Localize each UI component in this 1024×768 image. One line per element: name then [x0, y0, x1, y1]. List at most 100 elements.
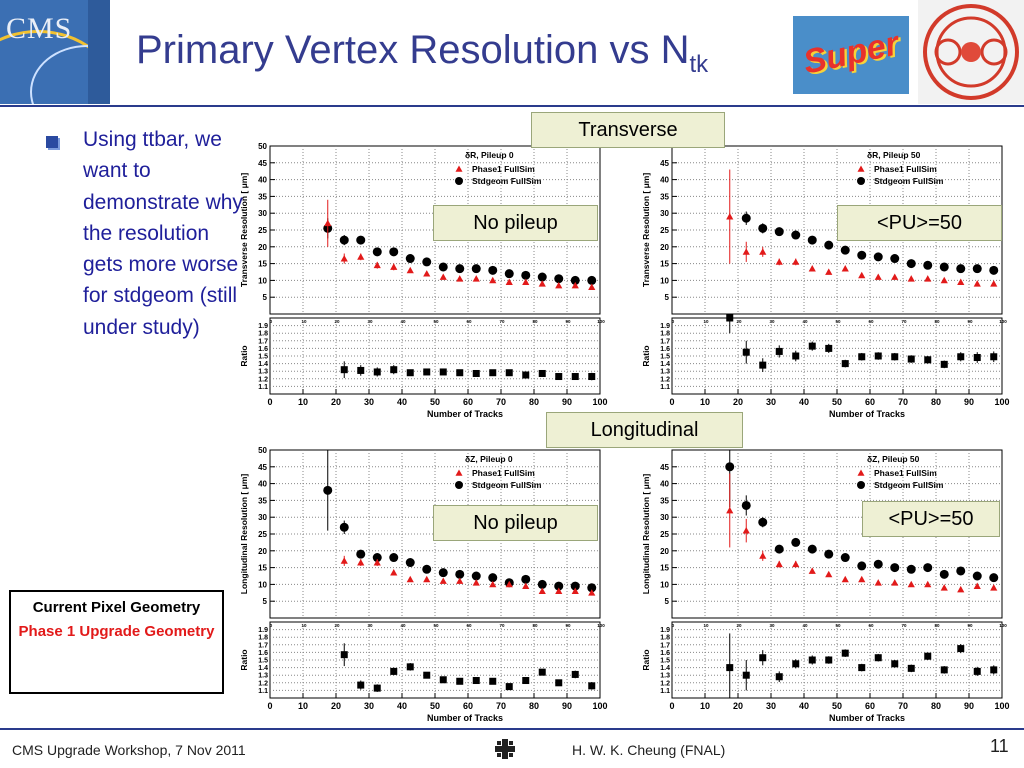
- panel-label-no-pileup: No pileup: [433, 505, 598, 541]
- longitudinal-pileup0-chart: 0 0 10 10 20 20 30 30 40 40 50 50 60 60 70 70 80 80 90 90 10…: [239, 446, 608, 723]
- legend-marker-stdgeom: [857, 177, 865, 185]
- stdgeom-point: [774, 544, 784, 554]
- ratio-tick-label: 1.8: [660, 635, 670, 642]
- ratio-tick-label: 1.3: [660, 673, 670, 680]
- stdgeom-point: [521, 270, 531, 280]
- stdgeom-point: [455, 569, 465, 579]
- phase1-point: [775, 258, 783, 265]
- phase1-point: [726, 212, 734, 220]
- phase1-point: [825, 570, 833, 578]
- x-tick-label: 90: [562, 397, 572, 407]
- ratio-point: [742, 348, 750, 356]
- stdgeom-point: [989, 265, 999, 275]
- stdgeom-point: [389, 247, 399, 257]
- ratio-point: [555, 679, 563, 687]
- x-tick-label: 0: [669, 701, 674, 711]
- ratio-point: [390, 366, 398, 374]
- x-tick-label: 20: [331, 701, 341, 711]
- ratio-point: [571, 670, 579, 678]
- x-tick-label: 60: [466, 623, 472, 628]
- x-tick-label: 0: [672, 319, 675, 324]
- y-tick-label: 35: [660, 192, 669, 201]
- ratio-tick-label: 1.2: [660, 680, 670, 687]
- x-tick-label: 90: [565, 623, 571, 628]
- phase1-point: [423, 270, 431, 277]
- phase1-point: [406, 575, 414, 583]
- ratio-point: [588, 682, 596, 690]
- lhc-ring-icon: [918, 0, 1024, 104]
- ratio-point: [874, 352, 882, 360]
- ratio-point: [406, 663, 414, 671]
- stdgeom-point: [873, 252, 883, 262]
- phase1-point: [357, 558, 365, 566]
- ratio-point: [808, 342, 816, 350]
- x-tick-label: 10: [703, 319, 709, 324]
- x-tick-label: 60: [463, 701, 473, 711]
- ratio-tick-label: 1.7: [258, 338, 268, 345]
- y-tick-label: 40: [258, 176, 267, 185]
- stdgeom-point: [923, 563, 933, 573]
- ratio-tick-label: 1.4: [258, 665, 268, 672]
- x-tick-label: 100: [999, 319, 1007, 324]
- y-tick-label: 30: [258, 209, 267, 218]
- phase1-point: [924, 580, 932, 588]
- phase1-point: [907, 580, 915, 588]
- y-tick-label: 15: [660, 564, 669, 573]
- phase1-point: [390, 569, 398, 576]
- y-tick-label: 20: [258, 547, 267, 556]
- x-tick-label: 10: [301, 623, 307, 628]
- x-tick-label: 80: [532, 319, 538, 324]
- legend-title: δZ, Pileup 50: [867, 454, 920, 464]
- phase1-point: [340, 557, 348, 564]
- bullet-icon: [46, 136, 58, 148]
- x-tick-label: 100: [994, 701, 1009, 711]
- x-axis-title: Number of Tracks: [427, 409, 503, 419]
- x-tick-label: 50: [832, 397, 842, 407]
- legend-title: δZ, Pileup 0: [465, 454, 513, 464]
- x-tick-label: 80: [934, 623, 940, 628]
- ratio-tick-label: 1.5: [258, 354, 268, 361]
- stdgeom-point: [389, 553, 399, 563]
- stdgeom-point: [570, 275, 580, 285]
- phase1-point: [324, 219, 332, 227]
- x-tick-label: 30: [766, 701, 776, 711]
- logo-text: CMS: [6, 12, 73, 45]
- legend-marker-phase1: [857, 469, 865, 476]
- x-tick-label: 10: [301, 319, 307, 324]
- ratio-point: [973, 667, 981, 675]
- stdgeom-point: [956, 264, 966, 274]
- stdgeom-point: [741, 500, 751, 510]
- phase1-point: [841, 265, 849, 272]
- stdgeom-point: [471, 264, 481, 274]
- y-tick-label: 15: [258, 260, 267, 269]
- x-tick-label: 30: [364, 701, 374, 711]
- ratio-tick-label: 1.6: [258, 650, 268, 657]
- ratio-point: [990, 666, 998, 674]
- x-tick-label: 40: [799, 397, 809, 407]
- stdgeom-point: [956, 566, 966, 576]
- ratio-point: [472, 369, 480, 377]
- header-rule: [0, 105, 1024, 107]
- ratio-point: [792, 660, 800, 668]
- x-tick-label: 20: [334, 319, 340, 324]
- logo-arc: [0, 30, 110, 104]
- stdgeom-point: [890, 563, 900, 573]
- stdgeom-point: [587, 583, 597, 593]
- phase1-point: [373, 261, 381, 269]
- ratio-point: [891, 660, 899, 668]
- stdgeom-point: [356, 549, 366, 559]
- x-tick-label: 40: [400, 623, 406, 628]
- phase1-point: [373, 558, 381, 566]
- phase1-point: [940, 276, 948, 284]
- phase1-point: [538, 587, 546, 594]
- y-tick-label: 25: [660, 226, 669, 235]
- footer-author: H. W. K. Cheung (FNAL): [572, 742, 726, 758]
- x-tick-label: 100: [597, 319, 605, 324]
- x-tick-label: 70: [901, 319, 907, 324]
- legend-title: δR, Pileup 0: [465, 150, 514, 160]
- x-tick-label: 10: [700, 397, 710, 407]
- phase1-point: [406, 266, 414, 274]
- legend-label-stdgeom: Stdgeom FullSim: [874, 176, 944, 186]
- ratio-axis-title: Ratio: [239, 649, 249, 670]
- phase1-point: [472, 275, 480, 282]
